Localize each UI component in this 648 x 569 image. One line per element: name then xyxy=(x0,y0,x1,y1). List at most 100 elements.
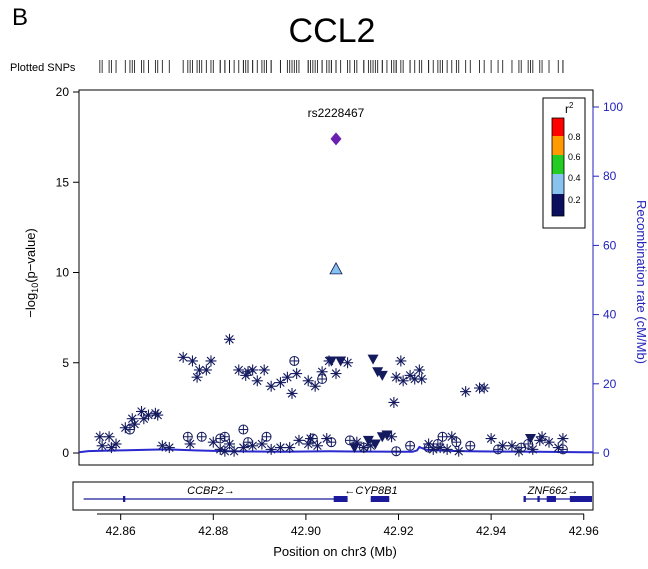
snp-point-asterisk xyxy=(342,357,354,369)
snp-point-triangle-down xyxy=(349,443,361,454)
snp-point-triangle-up xyxy=(329,262,343,275)
snp-point-asterisk xyxy=(543,436,555,448)
snp-point-asterisk xyxy=(223,333,235,345)
snp-point-asterisk xyxy=(397,375,409,387)
lead-snp-label: rs2228467 xyxy=(308,106,365,120)
snp-point-asterisk xyxy=(413,364,425,376)
snp-point-asterisk xyxy=(478,382,490,394)
snp-point-circle-plus xyxy=(405,440,416,451)
y-tick-label: 15 xyxy=(56,175,70,189)
y-tick-label: 20 xyxy=(56,85,70,99)
snp-point-asterisk xyxy=(96,440,108,452)
y2-tick-label: 0 xyxy=(603,446,610,460)
y-axis-right-ticks: 0 20 40 60 80 100 xyxy=(593,100,623,460)
lead-snp xyxy=(330,132,342,146)
snp-point-triangle-down xyxy=(367,354,379,365)
snp-point-asterisk xyxy=(274,442,286,454)
snp-point-asterisk xyxy=(105,442,117,454)
y2-tick-label: 40 xyxy=(603,308,617,322)
snp-point-asterisk xyxy=(247,364,259,376)
snp-point-triangle-down xyxy=(381,430,393,441)
legend-tick: 0.6 xyxy=(568,152,581,162)
gene-exon xyxy=(333,496,348,502)
x-axis-ticks: 42.86 42.88 42.90 42.92 42.94 42.96 xyxy=(106,514,599,538)
snp-point-asterisk xyxy=(441,443,453,455)
snp-point-triangle-down xyxy=(362,435,374,446)
lead-snp-diamond xyxy=(330,132,342,146)
snp-point-asterisk xyxy=(265,380,277,392)
snp-point-asterisk xyxy=(186,355,198,367)
snp-point-asterisk xyxy=(274,377,286,389)
snp-point-asterisk xyxy=(265,443,277,455)
snp-point-circle-plus xyxy=(391,446,402,457)
snp-track-label: Plotted SNPs xyxy=(10,62,76,74)
snp-point-triangle-down xyxy=(335,356,347,367)
snp-point-asterisk xyxy=(251,375,263,387)
snp-point-asterisk xyxy=(223,438,235,450)
legend-tick: 0.8 xyxy=(568,132,581,142)
panel-label: B xyxy=(12,4,28,31)
y2-tick-label: 20 xyxy=(603,377,617,391)
snp-point-triangle-down xyxy=(325,356,337,367)
snp-point-asterisk xyxy=(281,371,293,383)
gene-label: CCBP2→ xyxy=(187,485,235,497)
snp-point-circle-plus xyxy=(289,355,300,366)
y-tick-label: 5 xyxy=(62,356,69,370)
legend-swatch-02 xyxy=(552,174,564,194)
snp-point-triangle-down xyxy=(524,434,536,445)
snp-point-circle-plus xyxy=(557,444,568,455)
snp-point-asterisk xyxy=(485,433,497,445)
snp-point-circle-plus xyxy=(493,444,504,455)
chart-title: CCL2 xyxy=(289,12,376,50)
snp-point-triangle-down xyxy=(369,439,381,450)
snp-point-asterisk xyxy=(286,387,298,399)
legend-swatch-00 xyxy=(552,194,564,216)
snp-point-asterisk xyxy=(163,442,175,454)
snp-point-asterisk xyxy=(311,440,323,452)
snp-point-asterisk xyxy=(110,438,122,450)
snp-point-asterisk xyxy=(177,351,189,363)
x-axis-label: Position on chr3 (Mb) xyxy=(273,544,397,559)
snp-point-circle-plus xyxy=(465,440,476,451)
snp-track xyxy=(99,60,564,73)
y2-tick-label: 60 xyxy=(603,238,617,252)
snp-point-circle-plus xyxy=(358,442,369,453)
snp-point-circle-plus xyxy=(423,442,434,453)
snp-point-asterisk xyxy=(152,409,164,421)
snp-point-circle-plus xyxy=(238,424,249,435)
gene-track-content: CCBP2→ ←CYP8B1 ZNF662→ xyxy=(83,485,592,502)
snp-point-asterisk xyxy=(200,364,212,376)
x-tick-label: 42.94 xyxy=(476,524,506,538)
legend-swatch-04 xyxy=(552,155,564,174)
snp-point-circle-plus xyxy=(196,431,207,442)
snp-point-asterisk xyxy=(156,440,168,452)
snp-point-asterisk xyxy=(534,434,546,446)
snp-point-circle-plus xyxy=(451,437,462,448)
snp-point-asterisk xyxy=(416,373,428,385)
snp-point-circle-plus xyxy=(317,373,328,384)
legend-tick: 0.2 xyxy=(568,195,581,205)
x-tick-label: 42.88 xyxy=(198,524,228,538)
snp-point-asterisk xyxy=(316,366,328,378)
snp-point-circle-plus xyxy=(219,431,230,442)
y-axis-left-ticks: 0 5 10 15 20 xyxy=(56,85,79,460)
snp-point-asterisk xyxy=(404,369,416,381)
y-tick-label: 10 xyxy=(56,266,70,280)
snp-point-asterisk xyxy=(527,443,539,455)
snp-point-asterisk xyxy=(191,371,203,383)
snp-point-asterisk xyxy=(388,396,400,408)
snp-point-asterisk xyxy=(453,445,465,457)
snp-point-circle-plus xyxy=(432,438,443,449)
gene-exon xyxy=(370,496,390,502)
legend-swatch-08 xyxy=(552,118,564,136)
snp-point-asterisk xyxy=(390,371,402,383)
legend-title: r2 xyxy=(565,101,574,116)
snp-point-asterisk xyxy=(291,368,303,380)
snp-point-asterisk xyxy=(460,386,472,398)
legend-swatch-06 xyxy=(552,136,564,155)
snp-point-asterisk xyxy=(284,442,296,454)
snp-point-circle-plus xyxy=(261,431,272,442)
snp-point-circle-plus xyxy=(243,437,254,448)
snp-point-circle-plus xyxy=(307,433,318,444)
